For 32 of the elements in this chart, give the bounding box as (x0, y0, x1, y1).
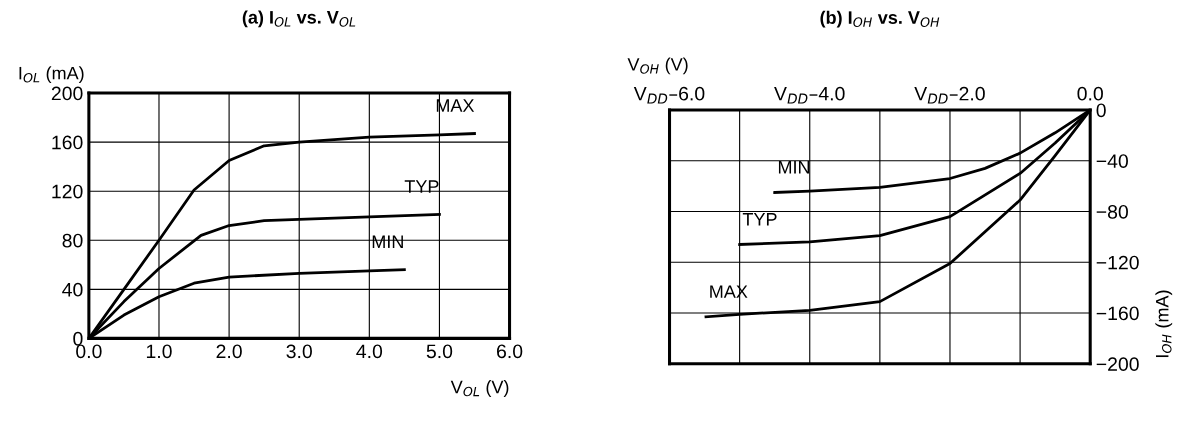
y-tick-label: 0 (73, 331, 83, 346)
y-tick-label: 200 (51, 86, 83, 101)
x-tick-label: 5.0 (426, 344, 453, 359)
x-tick-label: 6.0 (497, 344, 523, 359)
series-label: MIN (778, 161, 810, 174)
y-tick-label: 80 (62, 233, 83, 248)
x-tick-label: 0.0 (1077, 86, 1103, 101)
y-tick-label: 40 (62, 282, 83, 297)
y-tick-label: 160 (52, 135, 83, 150)
chart-title: (b) I$_{OH}$ vs. V$_{OH}$ (820, 10, 940, 28)
x-tick-label: 0.0 (76, 344, 102, 359)
y-tick-label: −200 (1096, 357, 1139, 372)
y-tick-label: 120 (52, 184, 83, 199)
x-tick-label: 3.0 (286, 344, 312, 359)
x-tick-label: V$_{DD}$–6.0 (633, 86, 705, 104)
y-tick-label: −80 (1096, 204, 1128, 219)
y-tick-label: −40 (1096, 154, 1128, 168)
x-axis-title: V$_{OH}$ (V) (627, 57, 688, 75)
y-axis-title: I$_{OL}$ (mA) (19, 66, 84, 84)
series-label: TYP (404, 180, 439, 193)
y-tick-label: −160 (1096, 306, 1139, 321)
series-label: TYP (742, 213, 777, 226)
y-axis-title: I$_{OH}$ (mA) (1155, 290, 1173, 358)
x-tick-label: V$_{DD}$–2.0 (914, 86, 985, 104)
x-axis-title: V$_{OL}$ (V) (450, 380, 509, 397)
y-tick-label: 0 (1096, 103, 1106, 118)
x-tick-label: V$_{DD}$–4.0 (774, 86, 845, 104)
x-tick-label: 4.0 (356, 344, 383, 359)
y-tick-label: −120 (1096, 255, 1139, 270)
x-tick-label: 2.0 (216, 344, 242, 359)
chart-title: (a) I$_{OL}$ vs. V$_{OL}$ (242, 10, 356, 28)
x-tick-label: 1.0 (146, 344, 172, 359)
